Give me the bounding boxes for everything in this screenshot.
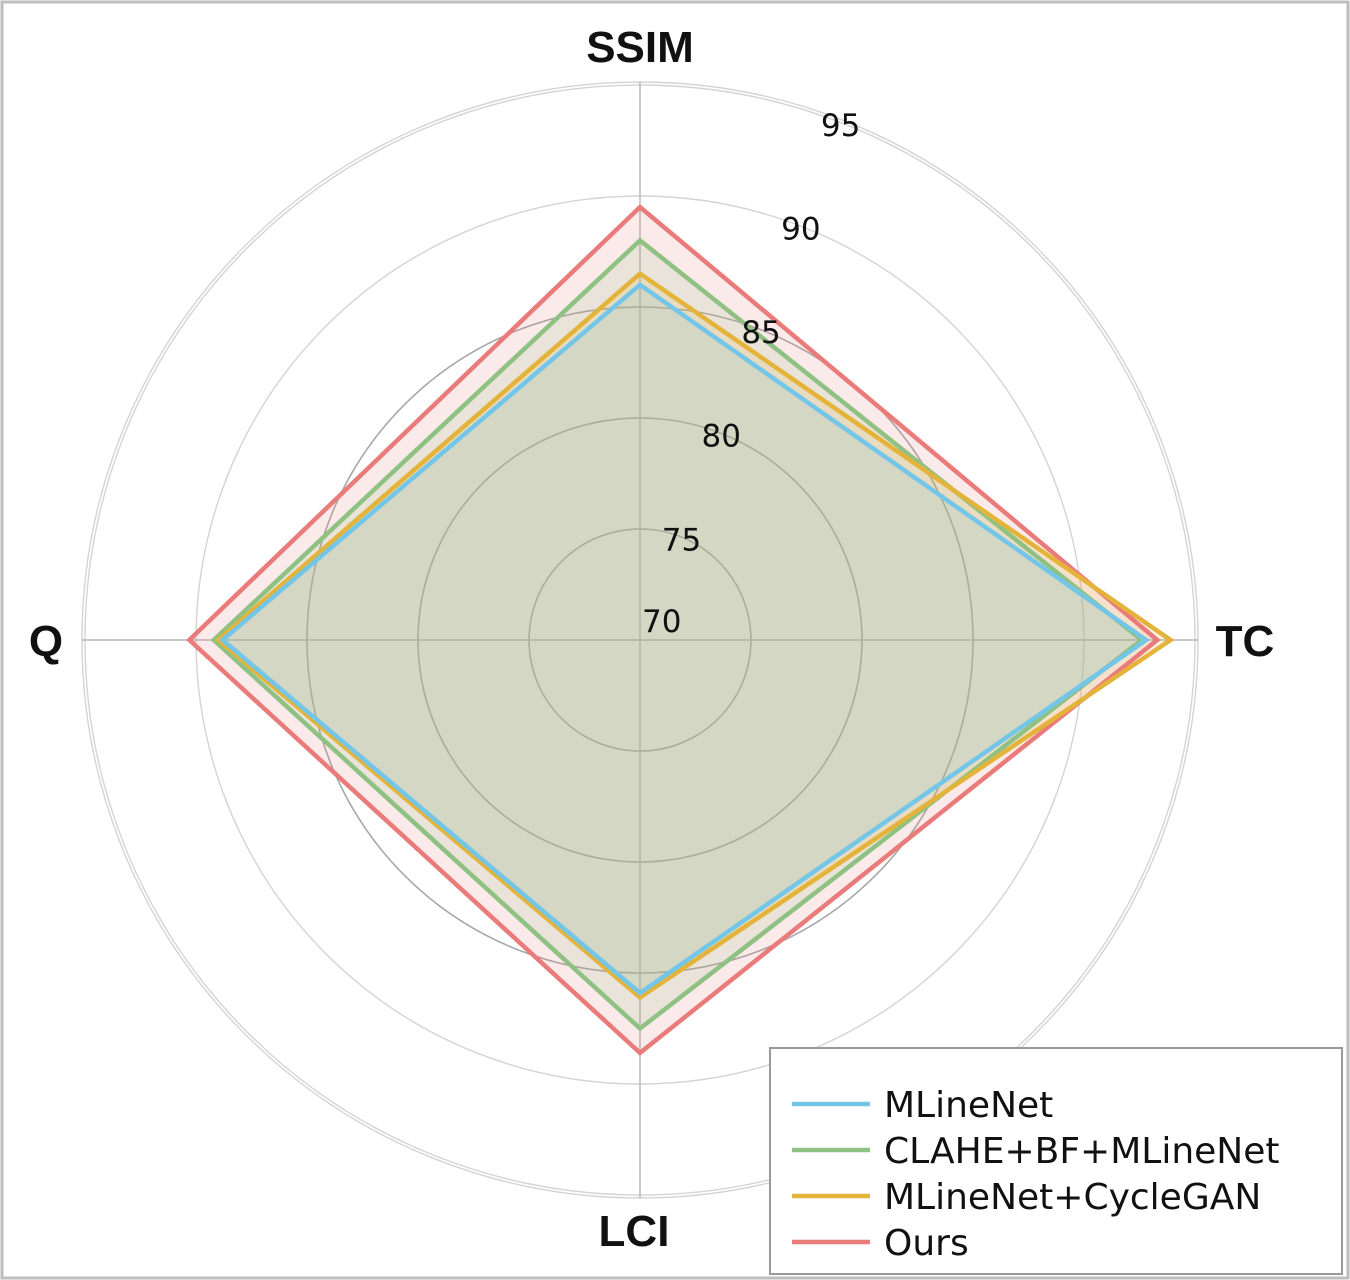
- radial-grid: [81, 81, 1199, 1199]
- radial-tick-70: 70: [642, 604, 681, 640]
- legend-label-3: Ours: [884, 1223, 969, 1264]
- labels-group: 70 75 80 85 90 95 SSIM TC LCI Q: [29, 23, 1274, 1256]
- radial-tick-90: 90: [781, 211, 820, 247]
- legend-label-1: CLAHE+BF+MLineNet: [884, 1131, 1279, 1172]
- series-line-0: [219, 281, 1151, 996]
- series-fill-0: [222, 284, 1147, 993]
- legend-label-0: MLineNet: [884, 1085, 1053, 1126]
- radial-tick-95: 95: [821, 108, 860, 144]
- radial-tick-85: 85: [741, 315, 780, 351]
- series-fill-2: [218, 273, 1171, 998]
- axis-label-q: Q: [29, 617, 63, 666]
- series-group: [186, 204, 1175, 1056]
- radial-tick-80: 80: [702, 419, 741, 455]
- legend: MLineNet CLAHE+BF+MLineNet MLineNet+CycleG…: [769, 1047, 1343, 1275]
- series-fill-3: [189, 207, 1158, 1053]
- series-line-2: [214, 270, 1175, 1001]
- axis-label-ssim: SSIM: [586, 23, 694, 72]
- axis-label-tc: TC: [1216, 617, 1275, 666]
- legend-box: [769, 1047, 1343, 1275]
- series-line-3: [186, 204, 1161, 1056]
- radial-tick-75: 75: [662, 522, 701, 558]
- axis-label-lci: LCI: [599, 1207, 670, 1256]
- legend-label-2: MLineNet+CycleGAN: [884, 1177, 1261, 1218]
